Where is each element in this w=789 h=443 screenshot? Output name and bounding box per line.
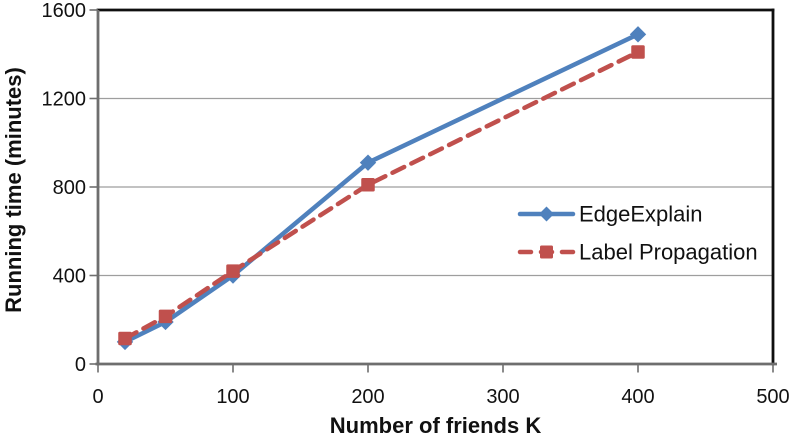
data-point-square	[361, 178, 375, 192]
y-tick-label: 1200	[42, 89, 87, 111]
data-point-square	[631, 45, 645, 59]
y-tick-label: 1600	[42, 0, 87, 22]
series-line-diamond	[122, 32, 641, 345]
x-axis-title: Number of friends K	[329, 413, 542, 438]
x-tick-label: 400	[621, 386, 654, 408]
data-point-square	[226, 264, 240, 278]
y-tick-label: 800	[53, 177, 86, 199]
x-tick-label: 300	[486, 386, 519, 408]
data-point-square	[158, 309, 173, 324]
y-tick-label: 400	[53, 266, 86, 288]
legend-marker-diamond	[539, 206, 554, 222]
x-tick-label: 0	[92, 386, 103, 408]
x-tick-label: 200	[351, 386, 384, 408]
legend-label: Label Propagation	[579, 240, 758, 265]
data-point-diamond	[629, 26, 647, 43]
y-tick-label: 0	[75, 354, 86, 376]
legend-marker-square	[540, 245, 553, 259]
x-tick-label: 100	[216, 386, 249, 408]
data-point-square	[118, 331, 132, 346]
y-axis-title: Running time (minutes)	[1, 67, 26, 313]
data-point-diamond	[359, 154, 377, 171]
x-tick-label: 500	[756, 386, 789, 408]
legend-label: EdgeExplain	[579, 202, 703, 227]
